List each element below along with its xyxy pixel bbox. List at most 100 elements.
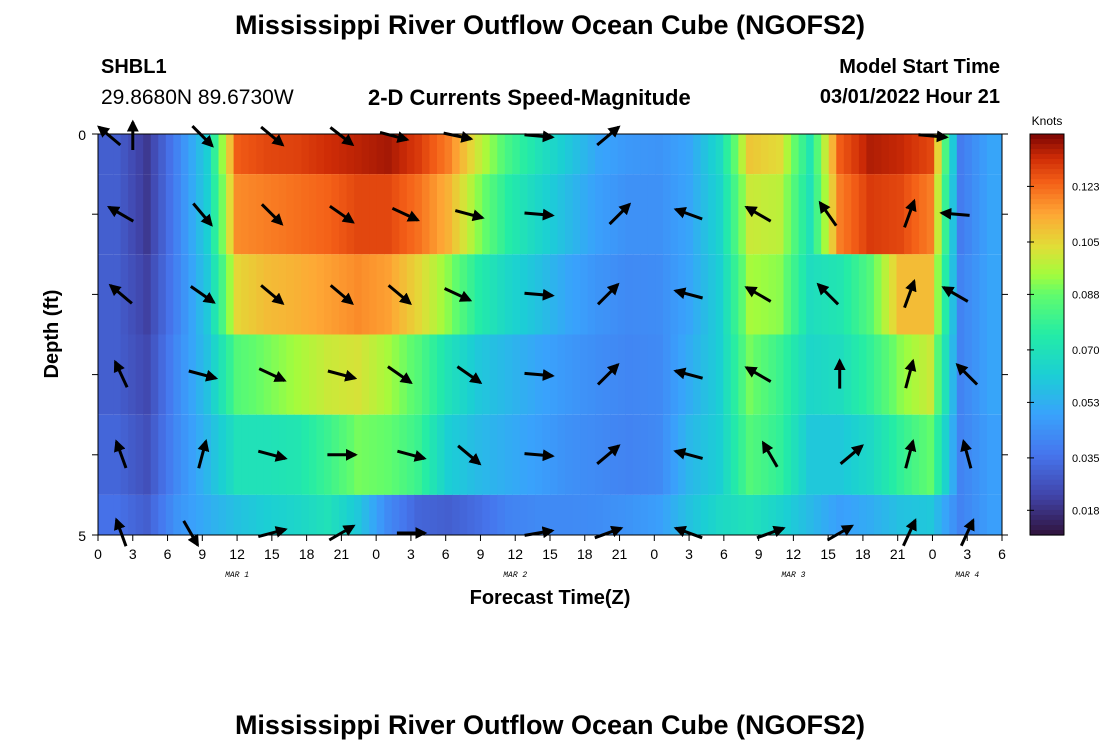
heatmap-cell (150, 174, 159, 255)
heatmap-cell (256, 334, 265, 415)
heatmap-cell (565, 414, 574, 495)
heatmap-cell (768, 334, 777, 415)
colorbar-segment (1030, 164, 1064, 170)
x-tick-label: 15 (542, 546, 558, 562)
heatmap-cell (798, 174, 807, 255)
heatmap-cell (316, 494, 325, 535)
heatmap-cell (587, 254, 596, 335)
heatmap-cell (602, 494, 611, 535)
heatmap-cell (791, 414, 800, 495)
heatmap-cell (233, 174, 242, 255)
heatmap-cell (821, 134, 830, 175)
heatmap-cell (919, 334, 928, 415)
heatmap-cell (738, 334, 747, 415)
heatmap-cell (361, 134, 370, 175)
heatmap-cell (700, 494, 709, 535)
colorbar-segment (1030, 424, 1064, 431)
heatmap-cell (489, 494, 498, 535)
colorbar-tick-label: 0.105 (1072, 237, 1100, 249)
heatmap-cell (331, 494, 340, 535)
current-arrow (524, 368, 555, 381)
heatmap-cell (241, 494, 250, 535)
heatmap-cell (557, 334, 566, 415)
heatmap-cell (941, 334, 950, 415)
x-tick-label: 15 (264, 546, 280, 562)
heatmap-cell (866, 134, 875, 175)
heatmap-cell (632, 334, 641, 415)
colorbar-segment (1030, 329, 1064, 336)
current-arrow (97, 125, 122, 147)
current-arrow (816, 282, 840, 306)
heatmap-cell (791, 134, 800, 175)
heatmap-cell (286, 254, 295, 335)
heatmap-cell (866, 174, 875, 255)
heatmap-cell (180, 414, 189, 495)
heatmap-cell (828, 414, 837, 495)
chart-title: Mississippi River Outflow Ocean Cube (NG… (234, 10, 866, 40)
heatmap-cell (143, 334, 152, 415)
heatmap-cell (143, 134, 152, 175)
heatmap-cell (489, 414, 498, 495)
heatmap-cell (414, 334, 423, 415)
current-arrow (443, 287, 473, 302)
heatmap-cell (557, 174, 566, 255)
heatmap-cell (934, 174, 943, 255)
heatmap-cell (670, 494, 679, 535)
current-arrow (959, 518, 975, 547)
heatmap-cell (971, 414, 980, 495)
heatmap-cell (504, 494, 513, 535)
heatmap-cell (670, 254, 679, 335)
colorbar-segment (1030, 454, 1064, 461)
heatmap-cell (421, 254, 431, 335)
heatmap-cell (211, 134, 220, 175)
current-arrow (328, 524, 356, 542)
current-arrow (387, 365, 413, 384)
heatmap-cell (474, 174, 483, 255)
heatmap-cell (527, 134, 536, 175)
heatmap-cell (715, 254, 724, 335)
heatmap-cell (339, 134, 348, 175)
heatmap-cell (964, 494, 973, 535)
heatmap-cell (474, 254, 483, 335)
heatmap-cell (248, 494, 257, 535)
heatmap-cell (858, 134, 867, 175)
heatmap-cell (828, 334, 837, 415)
heatmap-cell (760, 334, 770, 415)
heatmap-cell (128, 334, 137, 415)
heatmap-cell (293, 414, 302, 495)
colorbar-segment (1030, 204, 1064, 210)
heatmap-cell (708, 414, 717, 495)
heatmap-cell (602, 134, 611, 175)
heatmap-cell (203, 134, 212, 175)
heatmap-cell (828, 254, 837, 335)
heatmap-cell (437, 414, 446, 495)
heatmap-cell (866, 254, 875, 335)
heatmap-cell (271, 494, 280, 535)
heatmap-cell (625, 494, 634, 535)
heatmap-cell (858, 414, 867, 495)
current-arrow (524, 288, 555, 301)
heatmap-cell (150, 494, 159, 535)
x-tick-label: 3 (129, 546, 137, 562)
heatmap-cell (685, 134, 694, 175)
heatmap-cell (241, 134, 250, 175)
heatmap-cell (489, 254, 498, 335)
colorbar-segment (1030, 434, 1064, 441)
heatmap-cell (911, 254, 920, 335)
heatmap-cell (203, 174, 212, 255)
colorbar-unit-label: Knots (1032, 114, 1063, 128)
heatmap-cell (369, 334, 378, 415)
y-tick-label: 5 (78, 528, 86, 544)
heatmap-cell (580, 174, 589, 255)
heatmap-cell (211, 414, 220, 495)
current-arrow (673, 207, 703, 221)
heatmap-cell (911, 174, 920, 255)
current-arrow (839, 444, 864, 465)
heatmap-cell (308, 334, 318, 415)
heatmap-cell (565, 134, 574, 175)
heatmap-cell (376, 134, 385, 175)
heatmap-cell (632, 174, 641, 255)
heatmap-cell (165, 134, 174, 175)
heatmap-cell (693, 174, 702, 255)
heatmap-cell (135, 254, 144, 335)
